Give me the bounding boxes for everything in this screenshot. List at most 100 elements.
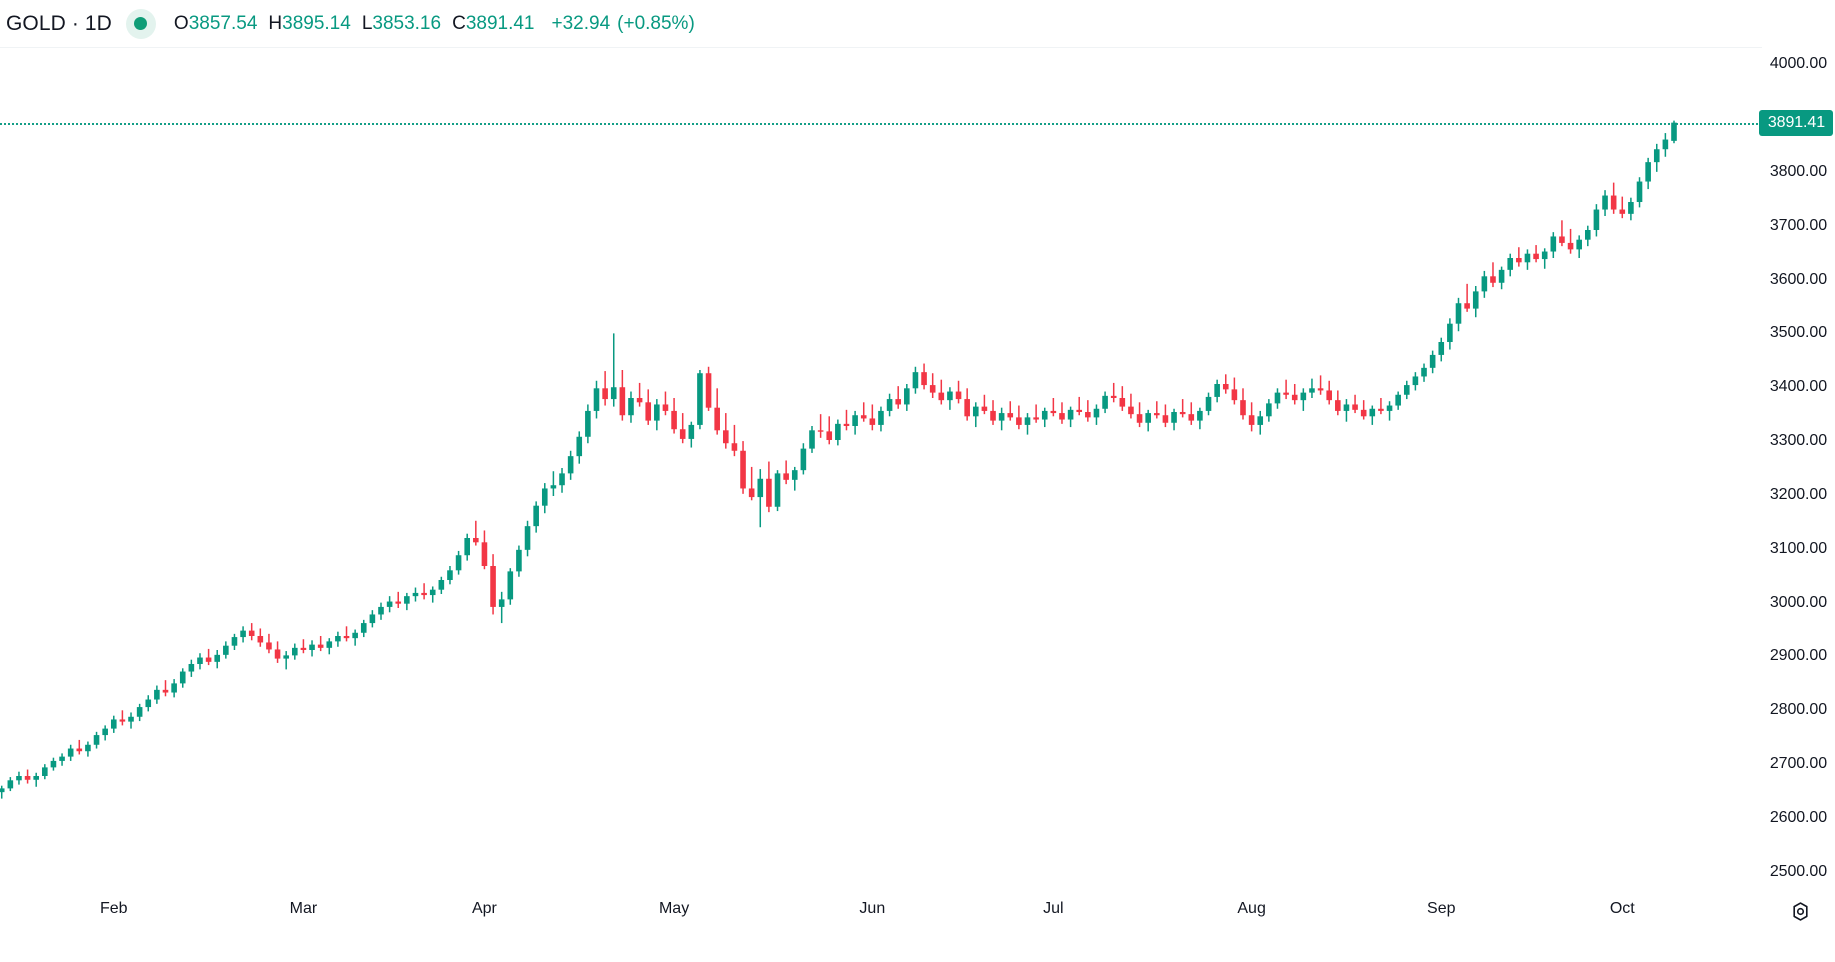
price-tick: 2500.00 [1769, 862, 1827, 880]
chart-settings-gear-icon[interactable] [1785, 896, 1815, 926]
candle-body [1214, 384, 1220, 397]
candle-body [67, 748, 74, 757]
candle-body [929, 385, 936, 393]
candle-body [981, 406, 988, 411]
gear-icon-svg [1792, 901, 1808, 921]
candle-body [274, 649, 281, 659]
candle-body [1128, 406, 1134, 415]
candle-body [110, 719, 117, 729]
candle-body [1524, 253, 1531, 263]
candle-body [524, 526, 531, 550]
candle-wick [207, 648, 210, 666]
price-scale[interactable]: 4000.00 3800.00 3700.00 3600.00 3500.00 3400.… [1758, 0, 1835, 888]
candle-body [404, 596, 410, 604]
candle-wick [552, 471, 555, 496]
candle-body [697, 373, 703, 425]
candle-wick [345, 626, 348, 642]
candle-body [7, 780, 14, 789]
candle-body [1335, 400, 1341, 411]
candle-wick [1035, 404, 1037, 423]
time-tick: Sep [1427, 900, 1456, 917]
symbol-title[interactable]: GOLD · 1D [6, 11, 112, 35]
candle-body [1326, 390, 1332, 401]
time-tick: Jun [859, 900, 886, 917]
time-scale[interactable]: 2025FebMarAprMayJunJulAugSepOct [0, 888, 1835, 962]
candle-body [162, 689, 169, 693]
live-status-dot-icon [125, 8, 156, 39]
candle-body [1136, 414, 1143, 423]
candle-body [1628, 202, 1634, 214]
ohlc-values: O3857.54 H3895.14 L3853.16 C3891.41 +32.… [174, 13, 695, 35]
candle-body [1593, 209, 1600, 230]
candle-body [541, 488, 548, 506]
candle-wick [475, 520, 477, 546]
ohlc-low-label: L [361, 12, 373, 34]
candle-body [679, 429, 686, 439]
price-tick: 2600.00 [1769, 809, 1827, 826]
candlestick-series [0, 120, 1677, 799]
candle-body [16, 776, 22, 781]
candle-body [473, 538, 479, 543]
candle-wick [1285, 379, 1287, 400]
candle-body [1059, 413, 1065, 420]
candle-body [1585, 230, 1591, 240]
candle-body [516, 549, 522, 572]
time-tick: Oct [1609, 900, 1635, 917]
candle-body [912, 372, 919, 389]
candle-body [360, 623, 367, 633]
candle-body [1154, 413, 1160, 416]
candle-body [145, 699, 152, 708]
candle-body [136, 707, 143, 717]
candle-wick [302, 639, 305, 654]
current-price-badge[interactable]: 3891.41 [1758, 109, 1833, 136]
candle-body [1403, 385, 1410, 395]
price-tick: 3400.00 [1769, 378, 1827, 396]
candle-body [498, 599, 505, 607]
candle-body [283, 655, 289, 659]
candle-body [1067, 409, 1074, 420]
candle-body [878, 410, 884, 425]
candle-wick [1181, 399, 1184, 418]
candle-body [240, 630, 246, 638]
candle-wick [828, 416, 830, 445]
time-tick: Apr [471, 900, 497, 917]
candle-body [1283, 392, 1289, 395]
candle-wick [1156, 401, 1158, 419]
price-tick: 3300.00 [1769, 432, 1827, 450]
candle-body [1662, 139, 1669, 150]
candle-body [1145, 413, 1151, 423]
candle-body [671, 410, 677, 430]
candle-wick [1078, 396, 1080, 416]
candle-body [300, 647, 307, 650]
candle-body [1610, 195, 1617, 210]
candle-wick [733, 424, 736, 457]
candle-body [378, 606, 384, 615]
candle-body [447, 570, 453, 580]
candle-wick [1380, 398, 1382, 415]
candle-wick [121, 710, 124, 726]
ohlc-close-value: 3891.41 [465, 12, 535, 34]
candle-wick [983, 394, 986, 415]
candle-body [395, 601, 402, 604]
candle-wick [664, 391, 667, 416]
candle-body [464, 538, 470, 556]
candle-body [783, 473, 789, 480]
candle-body [1291, 394, 1298, 401]
candle-body [1472, 291, 1479, 309]
candle-body [559, 473, 565, 486]
candle-body [1386, 405, 1393, 411]
candlestick-plot-area[interactable] [0, 48, 1762, 888]
candle-body [490, 566, 496, 607]
price-tick: 3200.00 [1769, 485, 1827, 503]
candle-wick [1190, 402, 1193, 425]
chart-legend-bar: GOLD · 1D O3857.54 H3895.14 L3853.16 C38… [0, 0, 1835, 47]
candle-body [576, 436, 583, 457]
candle-body [757, 478, 764, 498]
time-tick: Jul [1043, 900, 1064, 917]
candle-body [1352, 404, 1358, 410]
candle-body [688, 424, 695, 439]
current-price-line [0, 122, 1762, 125]
candle-wick [1561, 220, 1563, 247]
candle-body [386, 601, 393, 607]
candle-body [1636, 181, 1643, 202]
